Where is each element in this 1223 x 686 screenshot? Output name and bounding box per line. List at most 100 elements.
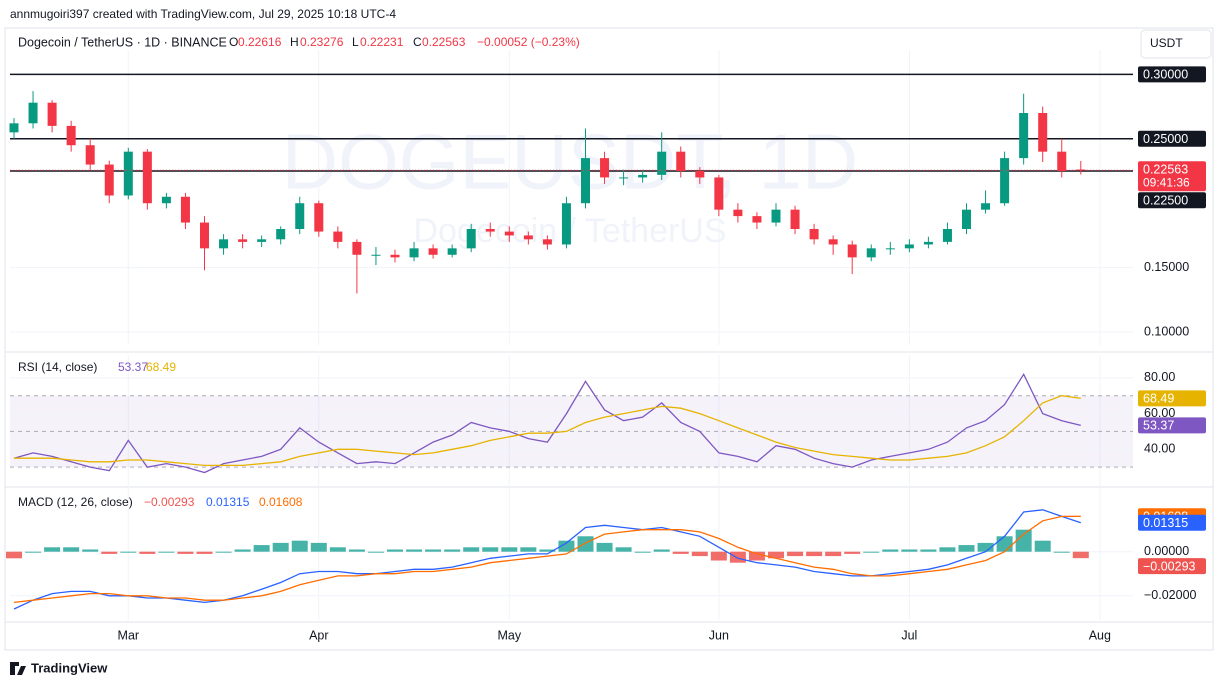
ohlc-key: O: [229, 35, 238, 49]
logo: [10, 662, 26, 675]
histogram-bar: [615, 547, 632, 552]
histogram-bar: [272, 542, 289, 552]
histogram-bar: [215, 551, 232, 553]
candle-body: [638, 174, 648, 178]
histogram-bar: [939, 547, 956, 552]
candle-body: [123, 151, 133, 196]
candle-body: [447, 248, 457, 255]
candle-body: [428, 248, 438, 255]
histogram-bar: [748, 551, 765, 561]
hline-label-box: [1138, 66, 1206, 83]
candle-body: [523, 235, 533, 240]
histogram-bar: [387, 549, 403, 552]
histogram-bar: [577, 536, 594, 552]
histogram-bar: [501, 547, 518, 552]
candle-body: [771, 209, 781, 223]
candle-body: [581, 158, 590, 204]
candle-body: [695, 171, 705, 178]
x-tick-label: May: [497, 628, 521, 642]
frame: [4, 27, 1214, 651]
histogram-bar: [177, 551, 194, 554]
symbol: Dogecoin / TetherUS · 1D · BINANCE: [18, 35, 227, 49]
candle-body: [962, 209, 971, 229]
histogram-bar: [558, 540, 575, 552]
currency-button[interactable]: [1140, 29, 1212, 59]
histogram-bar: [367, 551, 384, 553]
candle-body: [257, 239, 267, 242]
histogram-bar: [1015, 529, 1032, 552]
candle-body: [714, 177, 724, 210]
line: [13, 509, 1082, 610]
hline-label: 0.22500: [1143, 193, 1188, 207]
histogram-bar: [825, 551, 842, 557]
candle-body: [809, 229, 819, 240]
histogram-bar: [234, 549, 251, 552]
histogram-bar: [444, 549, 461, 552]
histogram-bar: [653, 549, 670, 552]
last-value-box: [1138, 417, 1206, 434]
histogram-bar: [520, 547, 537, 552]
candle-body: [276, 229, 286, 240]
x-tick-label: Aug: [1089, 628, 1111, 642]
histogram-bar: [958, 545, 975, 552]
histogram-bar: [710, 551, 727, 561]
histogram-bar: [348, 549, 365, 552]
ohlc-value: 0.23276: [300, 35, 344, 49]
candle-body: [85, 145, 95, 165]
candle-body: [504, 231, 514, 236]
ohlc-key: L: [352, 35, 359, 49]
macd-hist-value: −0.00293: [144, 495, 195, 509]
rsi-value: 53.37: [118, 360, 148, 374]
x-tick-label: Mar: [118, 628, 140, 642]
histogram-bar: [863, 551, 880, 553]
histogram-bar: [158, 551, 175, 553]
ohlc-key: H: [290, 35, 299, 49]
ohlc-value: 0.22616: [238, 35, 282, 49]
last-value-box: [1138, 558, 1206, 575]
histogram-bar: [844, 551, 861, 554]
candle-body: [923, 241, 933, 245]
histogram-bar: [729, 551, 746, 563]
histogram-bar: [691, 551, 708, 557]
candle-body: [847, 244, 857, 258]
histogram-bar: [44, 547, 61, 552]
histogram-bar: [291, 540, 308, 552]
change: −0.00052 (−0.23%): [477, 35, 580, 49]
histogram-bar: [482, 547, 499, 552]
last-value: 53.37: [1143, 419, 1174, 433]
histogram-bar: [996, 536, 1013, 552]
histogram-bar: [310, 542, 327, 552]
histogram-bar: [25, 551, 42, 553]
histogram-bar: [768, 551, 784, 559]
y-tick-label: 40.00: [1144, 442, 1175, 456]
histogram-bar: [139, 551, 156, 554]
histogram-bar: [882, 549, 899, 552]
candle-body: [333, 231, 343, 242]
rsi-title: RSI (14, close): [18, 360, 97, 374]
last-value: 68.49: [1143, 392, 1174, 406]
ohlc-value: 0.22563: [422, 35, 466, 49]
candle-body: [981, 203, 991, 210]
histogram-bar: [120, 551, 137, 553]
candle-body: [295, 203, 305, 229]
y-tick-label: 0.15000: [1144, 260, 1189, 274]
candle-body: [600, 158, 610, 178]
x-tick-label: Apr: [309, 628, 328, 642]
histogram-bar: [1053, 551, 1070, 553]
candle-body: [47, 102, 57, 126]
candle-body: [619, 177, 629, 179]
candle-body: [733, 209, 743, 217]
histogram-bar: [63, 547, 80, 552]
y-tick-label: 0.00000: [1144, 544, 1189, 558]
candle-body: [314, 203, 324, 232]
candle-body: [866, 248, 876, 258]
y-tick-label: 60.00: [1144, 406, 1175, 420]
candle-body: [942, 229, 952, 242]
histogram-bar: [6, 551, 22, 559]
currency[interactable]: USDT: [1150, 36, 1183, 50]
x-tick-label: Jun: [709, 628, 729, 642]
candle-body: [790, 209, 800, 229]
candle-body: [142, 151, 152, 204]
candle-body: [409, 248, 419, 258]
line: [13, 372, 1081, 474]
